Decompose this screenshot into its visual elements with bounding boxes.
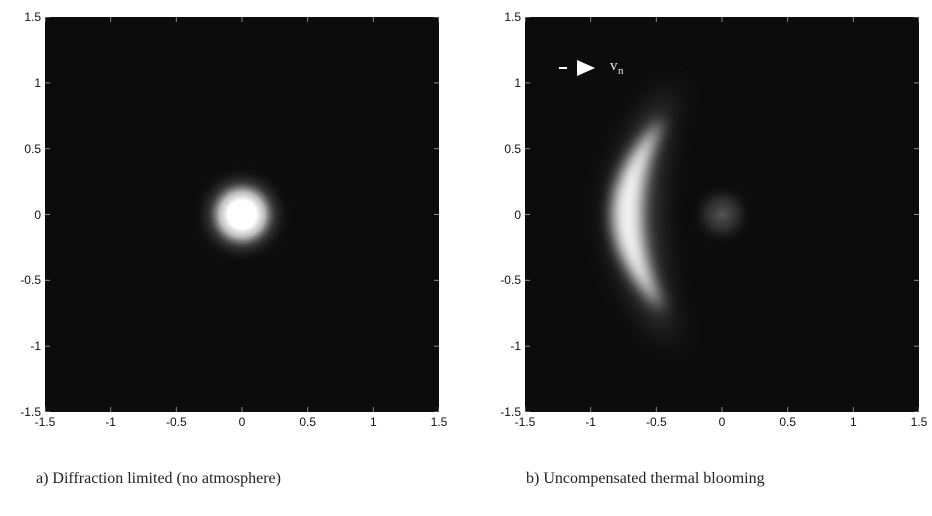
x-tick-label: 1 bbox=[369, 415, 377, 429]
y-tick-label: 0 bbox=[34, 207, 41, 222]
y-tick-label: 0.5 bbox=[504, 141, 521, 156]
crescent-glow bbox=[611, 82, 677, 347]
diffraction-limited-plot bbox=[45, 17, 439, 412]
y-tick-label: 1.5 bbox=[24, 10, 41, 24]
x-tick-label: 0 bbox=[238, 415, 246, 429]
x-tick-label: 1 bbox=[849, 415, 857, 429]
caption-b: b) Uncompensated thermal blooming bbox=[526, 470, 765, 487]
x-tick-label: -1 bbox=[585, 415, 596, 429]
wind-label-subscript: n bbox=[618, 65, 624, 77]
crescent-core bbox=[612, 117, 665, 312]
caption-a: a) Diffraction limited (no atmosphere) bbox=[36, 470, 281, 487]
x-tick-label: -0.5 bbox=[165, 415, 187, 429]
x-tick-label: 1.5 bbox=[430, 415, 448, 429]
y-tick-label: -0.5 bbox=[20, 273, 41, 288]
x-tick-label: -0.5 bbox=[645, 415, 667, 429]
y-tick-label: -1.5 bbox=[20, 405, 41, 419]
y-tick-label: -1 bbox=[510, 339, 521, 354]
y-tick-label: -1 bbox=[30, 339, 41, 354]
x-tick-label: -1.5 bbox=[514, 415, 536, 429]
wind-label-symbol: v bbox=[610, 58, 618, 74]
x-tick-label: 0.5 bbox=[299, 415, 316, 429]
y-tick-label: 0.5 bbox=[24, 141, 41, 156]
beam-spot bbox=[191, 164, 293, 265]
x-tick-label: 0 bbox=[718, 415, 726, 429]
y-tick-label: 1 bbox=[514, 75, 521, 90]
x-tick-label: 1.5 bbox=[910, 415, 928, 429]
y-tick-label: 1.5 bbox=[504, 10, 521, 24]
y-tick-label: 1 bbox=[34, 75, 41, 90]
y-tick-label: -0.5 bbox=[500, 273, 521, 288]
x-tick-label: 0.5 bbox=[779, 415, 796, 429]
plot-a-canvas bbox=[45, 17, 439, 412]
y-tick-label: -1.5 bbox=[500, 405, 521, 419]
beam-spot bbox=[690, 182, 754, 247]
y-tick-label: 0 bbox=[514, 207, 521, 222]
thermal-blooming-plot bbox=[525, 17, 919, 412]
wind-arrow-icon bbox=[559, 60, 595, 76]
wind-velocity-label: vn bbox=[610, 58, 624, 77]
x-tick-label: -1 bbox=[105, 415, 116, 429]
plot-b-canvas bbox=[525, 17, 919, 412]
x-tick-label: -1.5 bbox=[34, 415, 56, 429]
